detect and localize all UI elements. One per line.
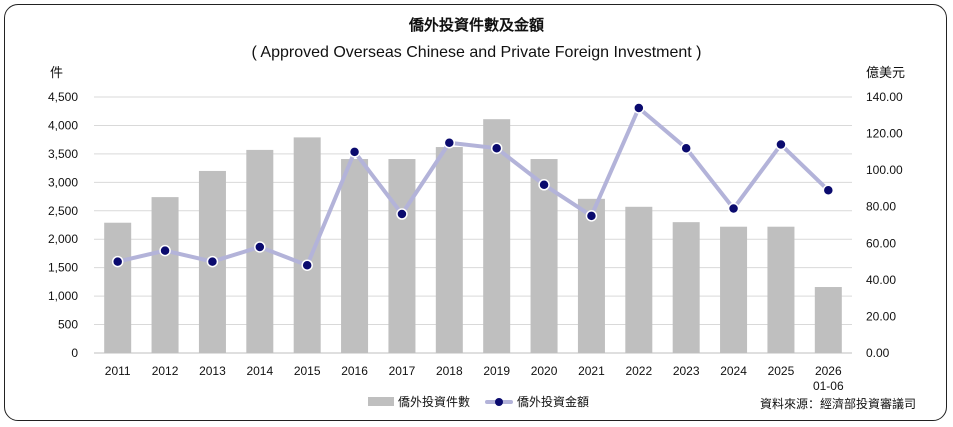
bar [341,159,369,353]
line-point [822,184,835,197]
right-tick-label: 20.00 [866,309,896,323]
right-tick-label: 0.00 [866,346,890,360]
legend-item-line: 僑外投資金額 [485,393,589,410]
line-point [490,142,503,154]
bar [104,222,132,353]
bar [151,197,179,353]
left-tick-label: 500 [58,318,78,332]
line-point [159,244,171,257]
x-tick-label: 2024 [720,364,747,378]
bar [625,206,653,353]
x-tick-label: 01-06 [813,379,844,393]
line-point [111,255,124,268]
line-point [727,202,740,215]
x-tick-label: 2025 [768,364,795,378]
right-tick-label: 40.00 [866,273,896,287]
line-point [585,210,598,222]
x-tick-label: 2021 [578,364,605,378]
line-point [348,146,361,158]
right-tick-label: 100.00 [866,163,903,177]
x-tick-label: 2011 [105,364,131,378]
chart-subtitle: ( Approved Overseas Chinese and Private … [251,44,702,61]
legend-line-swatch [485,397,513,407]
bar [767,226,795,353]
line-point [775,138,787,151]
left-tick-label: 1,000 [48,289,78,303]
left-tick-label: 2,500 [48,204,78,218]
left-axis-unit: 件 [50,66,64,81]
left-tick-label: 2,000 [48,232,78,246]
bar [483,119,511,353]
bar [577,198,605,353]
right-tick-label: 120.00 [866,127,903,141]
x-tick-label: 2023 [673,364,700,378]
right-tick-label: 140.00 [866,90,903,104]
x-tick-label: 2014 [246,364,273,378]
line-point [301,259,313,271]
x-tick-label: 2026 [815,364,842,378]
line-point [206,255,219,268]
x-tick-label: 2020 [531,364,558,378]
line-series [117,105,830,268]
source-note: 資料來源：經濟部投資審議司 [760,397,917,411]
left-tick-label: 3,500 [48,147,78,161]
legend-bars-label: 僑外投資件數 [398,395,471,409]
left-tick-label: 4,000 [48,118,78,132]
line-point [633,102,645,114]
bar [435,147,463,353]
x-tick-label: 2022 [625,364,652,378]
line-point [396,208,408,220]
left-tick-label: 4,500 [48,90,78,104]
bar [388,159,416,353]
left-tick-label: 1,500 [48,261,78,275]
legend-line-label: 僑外投資金額 [517,395,590,409]
x-tick-label: 2015 [294,364,321,378]
x-tick-label: 2017 [389,364,416,378]
line-point [680,142,692,154]
line-point [254,241,266,253]
bar [672,222,700,353]
x-tick-label: 2019 [483,364,510,378]
left-tick-label: 3,000 [48,175,78,189]
x-tick-label: 2012 [152,364,179,378]
left-tick-label: 0 [71,346,78,360]
line-point [538,179,550,191]
x-tick-label: 2018 [436,364,463,378]
x-tick-label: 2016 [341,364,368,378]
legend-item-bars: 僑外投資件數 [368,393,470,410]
x-tick-label: 2013 [199,364,226,378]
right-tick-label: 80.00 [866,200,896,214]
right-axis-unit: 億美元 [866,66,906,81]
right-tick-label: 60.00 [866,236,896,250]
bar [814,287,842,353]
bar [720,226,748,353]
chart-title: 僑外投資件數及金額 [408,16,544,34]
line-point [443,136,456,149]
legend-bar-swatch [368,397,394,406]
